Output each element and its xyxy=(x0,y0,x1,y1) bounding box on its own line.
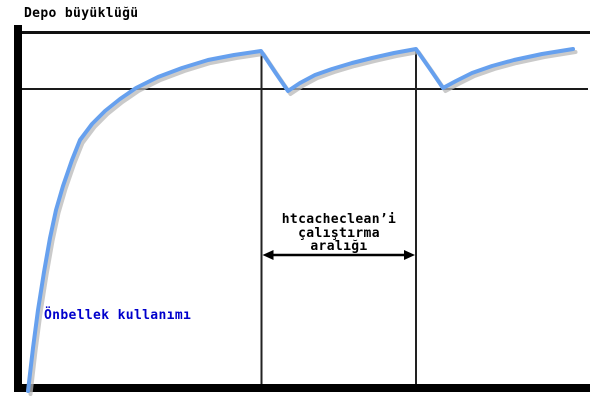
y-axis xyxy=(14,25,22,392)
interval-label: htcacheclean’i çalıştırma aralığı xyxy=(262,213,416,254)
cache-usage-curve xyxy=(26,47,575,393)
interval-label-line-1: htcacheclean’i xyxy=(281,212,397,227)
x-axis xyxy=(14,384,590,392)
interval-arrow xyxy=(262,250,415,260)
y-axis-title: Depo büyüklüğü xyxy=(24,6,139,21)
interval-label-line-2: çalıştırma xyxy=(298,225,380,241)
interval-label-line-3: aralığı xyxy=(310,239,368,254)
interval-arrowhead-right xyxy=(404,250,415,260)
interval-arrowhead-left xyxy=(262,250,274,260)
curve-label: Önbellek kullanımı xyxy=(44,308,192,323)
